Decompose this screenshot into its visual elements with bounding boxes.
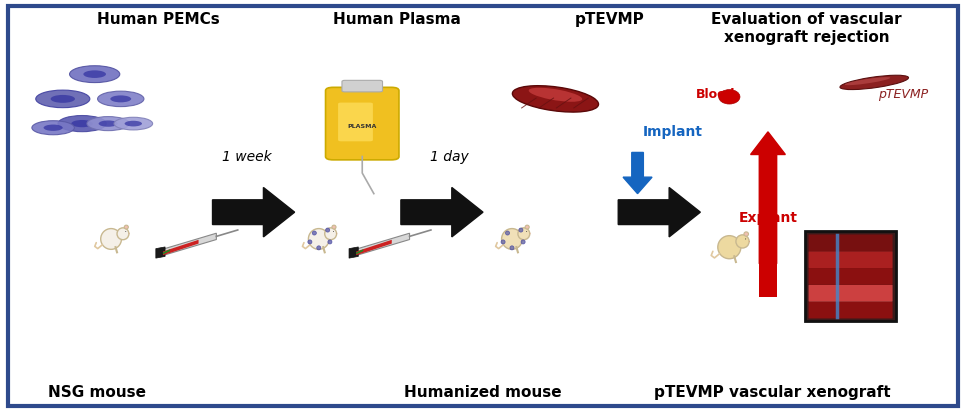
Ellipse shape	[512, 86, 599, 112]
Text: pTEVMP: pTEVMP	[878, 88, 928, 101]
Ellipse shape	[125, 225, 128, 229]
Ellipse shape	[317, 246, 321, 250]
Text: Humanized mouse: Humanized mouse	[404, 385, 562, 400]
Ellipse shape	[98, 91, 144, 107]
Ellipse shape	[501, 229, 523, 249]
FancyBboxPatch shape	[809, 302, 893, 318]
Ellipse shape	[70, 66, 120, 82]
Ellipse shape	[71, 120, 93, 127]
Ellipse shape	[325, 228, 336, 240]
Ellipse shape	[50, 95, 75, 103]
Text: pTEVMP: pTEVMP	[575, 12, 644, 27]
FancyBboxPatch shape	[326, 87, 399, 160]
Text: Explant: Explant	[738, 211, 798, 225]
Ellipse shape	[719, 90, 740, 104]
FancyArrow shape	[751, 132, 785, 264]
Text: PLASMA: PLASMA	[348, 124, 377, 129]
Ellipse shape	[308, 240, 312, 244]
Ellipse shape	[110, 96, 131, 102]
Ellipse shape	[718, 236, 741, 259]
Ellipse shape	[100, 229, 122, 249]
Ellipse shape	[87, 117, 129, 131]
Text: NSG mouse: NSG mouse	[47, 385, 146, 400]
FancyBboxPatch shape	[809, 251, 893, 268]
Polygon shape	[159, 233, 216, 257]
Ellipse shape	[510, 246, 514, 250]
Text: 1 day: 1 day	[430, 150, 469, 164]
Text: Human PEMCs: Human PEMCs	[97, 12, 219, 27]
FancyBboxPatch shape	[809, 285, 893, 302]
Ellipse shape	[99, 120, 118, 127]
Polygon shape	[353, 233, 410, 257]
FancyArrow shape	[401, 187, 483, 237]
Ellipse shape	[840, 75, 908, 89]
Polygon shape	[356, 240, 392, 255]
Ellipse shape	[83, 70, 106, 78]
Polygon shape	[163, 240, 199, 255]
FancyBboxPatch shape	[342, 80, 383, 92]
FancyArrow shape	[623, 152, 652, 194]
Ellipse shape	[114, 117, 153, 130]
Ellipse shape	[43, 124, 63, 131]
Ellipse shape	[518, 228, 529, 240]
Ellipse shape	[521, 240, 526, 244]
Ellipse shape	[501, 240, 505, 244]
Ellipse shape	[327, 240, 332, 244]
Polygon shape	[163, 249, 170, 254]
Ellipse shape	[332, 225, 336, 229]
Text: Implant: Implant	[642, 125, 702, 139]
Ellipse shape	[528, 88, 582, 102]
Ellipse shape	[519, 228, 523, 232]
Ellipse shape	[36, 90, 90, 108]
Text: Blood: Blood	[696, 88, 735, 101]
Ellipse shape	[744, 232, 749, 236]
FancyBboxPatch shape	[338, 103, 373, 141]
Polygon shape	[349, 247, 358, 258]
Ellipse shape	[308, 229, 329, 249]
Ellipse shape	[312, 231, 317, 235]
Ellipse shape	[526, 225, 529, 229]
Ellipse shape	[58, 115, 106, 132]
Ellipse shape	[736, 235, 749, 248]
Ellipse shape	[125, 121, 142, 126]
Polygon shape	[156, 247, 165, 258]
FancyBboxPatch shape	[809, 234, 893, 251]
Ellipse shape	[844, 77, 891, 85]
Ellipse shape	[326, 228, 329, 232]
Polygon shape	[356, 249, 363, 254]
FancyArrow shape	[618, 187, 700, 237]
FancyBboxPatch shape	[805, 231, 896, 321]
Ellipse shape	[505, 231, 510, 235]
FancyArrow shape	[213, 187, 295, 237]
Text: pTEVMP vascular xenograft: pTEVMP vascular xenograft	[655, 385, 891, 400]
Text: 1 week: 1 week	[221, 150, 271, 164]
FancyBboxPatch shape	[809, 268, 893, 285]
FancyBboxPatch shape	[759, 264, 777, 297]
Text: Evaluation of vascular
xenograft rejection: Evaluation of vascular xenograft rejecti…	[711, 12, 902, 45]
Ellipse shape	[32, 121, 74, 135]
Ellipse shape	[117, 228, 128, 240]
Text: Human Plasma: Human Plasma	[333, 12, 461, 27]
